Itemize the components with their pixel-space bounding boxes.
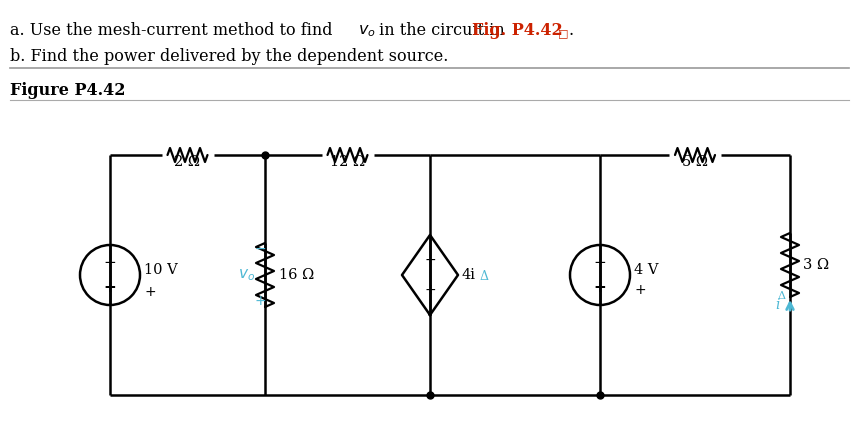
Text: +: + xyxy=(634,283,646,297)
Text: a. Use the mesh-current method to find: a. Use the mesh-current method to find xyxy=(10,22,338,39)
Text: −: − xyxy=(594,255,606,270)
Text: −: − xyxy=(104,255,116,270)
Text: 3 Ω: 3 Ω xyxy=(803,258,829,272)
Text: 16 Ω: 16 Ω xyxy=(279,268,314,282)
Text: 2 Ω: 2 Ω xyxy=(174,155,200,169)
Text: +: + xyxy=(424,283,436,297)
Text: 10 V: 10 V xyxy=(144,263,178,277)
Text: □: □ xyxy=(558,28,569,38)
Text: +: + xyxy=(104,280,116,295)
Text: −: − xyxy=(254,242,265,256)
Text: b. Find the power delivered by the dependent source.: b. Find the power delivered by the depen… xyxy=(10,48,448,65)
Text: 5 Ω: 5 Ω xyxy=(682,155,708,169)
Text: +: + xyxy=(594,280,606,295)
Text: Δ: Δ xyxy=(480,270,489,283)
Text: .: . xyxy=(568,22,573,39)
Text: $v_o$: $v_o$ xyxy=(239,267,255,283)
Text: +: + xyxy=(144,285,155,298)
Text: 12 Ω: 12 Ω xyxy=(330,155,365,169)
Text: in the circuit in: in the circuit in xyxy=(374,22,510,39)
Text: $v_o$: $v_o$ xyxy=(358,22,375,39)
Text: Δ: Δ xyxy=(778,291,786,301)
Text: Figure P4.42: Figure P4.42 xyxy=(10,82,125,99)
Text: i: i xyxy=(776,298,780,312)
Text: 4i: 4i xyxy=(462,268,476,282)
Text: 4 V: 4 V xyxy=(634,263,659,277)
Text: −: − xyxy=(424,253,436,267)
Text: +: + xyxy=(254,294,265,308)
Text: Fig. P4.42: Fig. P4.42 xyxy=(472,22,563,39)
